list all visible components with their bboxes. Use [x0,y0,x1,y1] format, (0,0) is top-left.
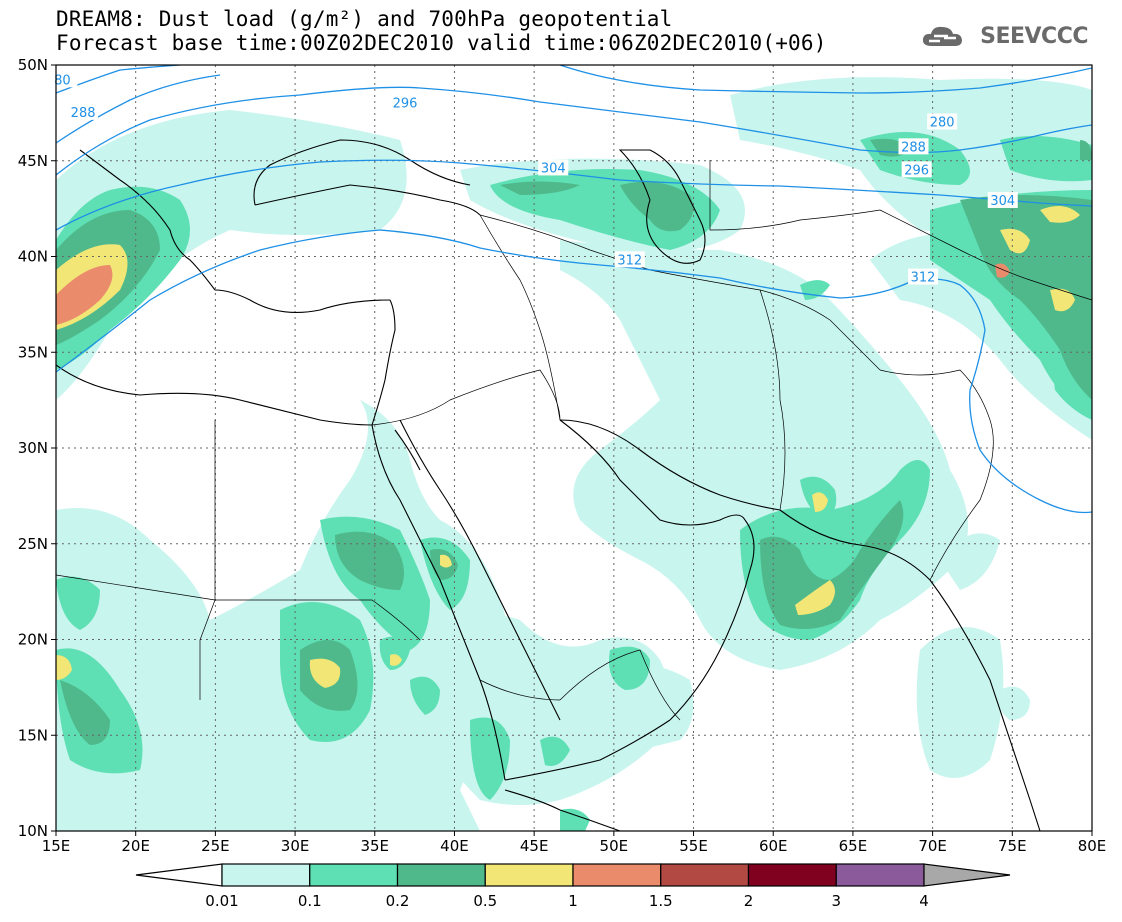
colorbar-label: 2 [744,892,754,910]
contour-label: 304 [990,194,1015,209]
contour-labels: 280 288 288 296 296 304 304 312 312 80 [47,71,1018,286]
colorbar-label: 0.1 [298,892,322,910]
lat-label: 15N [18,726,48,744]
colorbar-swatch [660,863,750,887]
colorbar-swatch [747,863,837,887]
lon-label: 35E [360,837,389,855]
lat-label: 20N [18,631,48,649]
lon-label: 45E [520,837,549,855]
seevccc-logo: SEEVCCC [920,22,1088,50]
lon-label: 55E [679,837,708,855]
contour-label-bg [898,138,929,155]
lat-label: 40N [18,248,48,266]
contour-label-bg [47,71,78,88]
country-borders [56,160,1092,831]
colorbar-over-triangle [923,863,1011,887]
title-line-1: DREAM8: Dust load (g/m²) and 700hPa geop… [56,7,673,31]
lat-label: 50N [18,56,48,74]
title-line-2: Forecast base time:00Z02DEC2010 valid ti… [56,31,827,55]
lon-label: 20E [121,837,150,855]
contour-label-bg [68,103,99,120]
colorbar: 0.01 0.1 0.2 0.5 1 1.5 2 3 4 [135,863,1011,910]
colorbar-swatch [572,863,662,887]
lon-label: 40E [440,837,469,855]
contour-label: 296 [393,96,418,111]
colorbar-swatch [221,863,311,887]
contour-label-bg [927,113,958,130]
logo-text: SEEVCCC [980,23,1088,49]
lat-label: 45N [18,152,48,170]
contour-label-bg [538,159,569,176]
contour-label-bg [987,191,1018,208]
contour-label: 312 [617,253,642,268]
contour-label-bg [614,251,645,268]
coastlines [56,139,1041,831]
cloud-icon [923,26,963,46]
colorbar-swatch [396,863,486,887]
axis-labels: 15E 20E 25E 30E 35E 40E 45E 50E 55E 60E 65E 70E 75E 8… [18,56,1107,855]
lon-label: 75E [998,837,1027,855]
lon-label: 15E [42,837,71,855]
colorbar-label: 1.5 [649,892,673,910]
colorbar-label: 3 [831,892,841,910]
colorbar-under-triangle [135,863,223,887]
dust-level-1 [56,263,1010,325]
colorbar-label: 0.01 [205,892,238,910]
colorbar-swatch [484,863,574,887]
contour-label: 312 [911,271,936,286]
geopotential-contours [56,65,1092,514]
contour-label: 288 [71,106,96,121]
lat-label: 25N [18,535,48,553]
lon-label: 70E [918,837,947,855]
lon-label: 60E [759,837,788,855]
lon-label: 50E [600,837,629,855]
colorbar-swatch [309,863,399,887]
contour-label: 296 [904,163,929,178]
contour-label: 80 [54,73,71,88]
lon-label: 30E [281,837,310,855]
lon-label: 80E [1078,837,1107,855]
lon-label: 65E [839,837,868,855]
lon-label: 25E [201,837,230,855]
lat-label: 35N [18,343,48,361]
colorbar-swatch [835,863,925,887]
lat-label: 30N [18,439,48,457]
lat-label: 10N [18,822,48,840]
colorbar-label: 1 [568,892,578,910]
contour-label: 280 [930,115,955,130]
contour-label-bg [908,268,939,285]
contour-label-bg [390,94,421,111]
colorbar-label: 0.5 [473,892,497,910]
contour-label-bg [901,161,932,178]
contour-label: 288 [901,140,926,155]
colorbar-label: 4 [919,892,929,910]
colorbar-label: 0.2 [386,892,410,910]
contour-label: 304 [541,161,566,176]
